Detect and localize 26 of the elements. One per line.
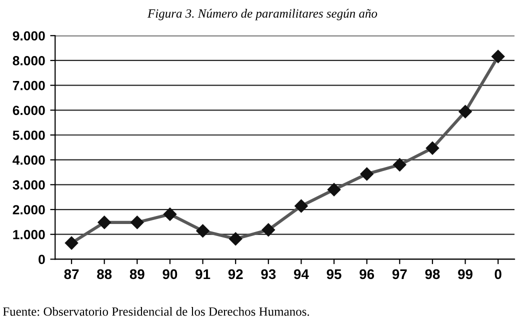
- x-tick-label: 93: [261, 269, 276, 280]
- y-tick-label: 5.000: [12, 130, 45, 140]
- y-tick-label: 3.000: [12, 180, 45, 190]
- x-tick-label: 96: [360, 269, 374, 280]
- y-tick-label: 8.000: [12, 56, 45, 66]
- source-note: Fuente: Observatorio Presidencial de los Derechos Humanos.: [2, 306, 310, 316]
- x-tick-label: 94: [294, 269, 309, 280]
- y-tick-label: 7.000: [12, 80, 45, 90]
- x-tick-label: 89: [130, 269, 144, 280]
- x-tick-label: 97: [392, 269, 407, 280]
- y-tick-label: 6.000: [12, 106, 45, 116]
- x-tick-label: 95: [326, 269, 342, 280]
- x-tick-label: 99: [458, 269, 472, 280]
- x-tick-label: 90: [162, 269, 178, 280]
- y-tick-label: 1.000: [13, 230, 45, 240]
- y-tick-label: 9.000: [12, 31, 45, 41]
- x-tick-label: 91: [196, 269, 210, 280]
- chart-title: Figura 3. Número de paramilitares según año: [147, 8, 378, 20]
- x-tick-label: 0: [494, 269, 502, 280]
- y-tick-label: 2.000: [12, 205, 45, 214]
- x-tick-label: 88: [97, 269, 112, 280]
- y-tick-label: 4.000: [12, 155, 45, 165]
- x-tick-label: 92: [228, 269, 243, 280]
- x-tick-label: 98: [425, 269, 440, 280]
- y-tick-label: 0: [38, 254, 45, 264]
- x-tick-label: 87: [64, 269, 79, 280]
